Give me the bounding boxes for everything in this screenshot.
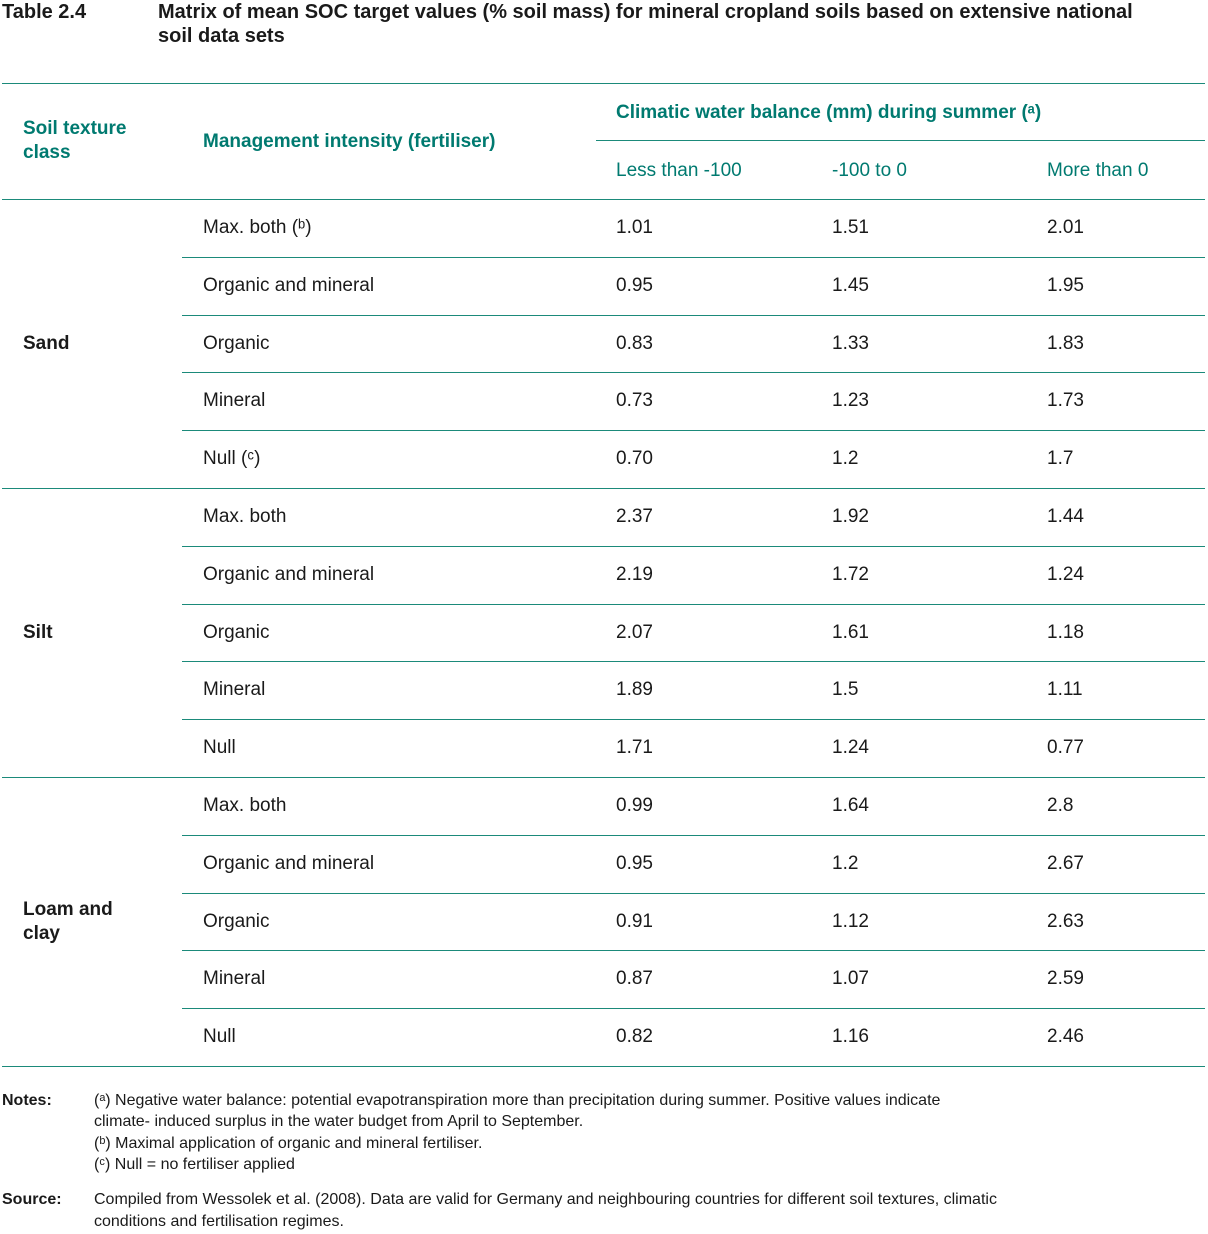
value-more-than: 2.63 [1047, 911, 1084, 932]
value-more-than: 2.59 [1047, 968, 1084, 989]
group-divider [2, 777, 1205, 778]
note-a-line1: (ᵃ) Negative water balance: potential ev… [94, 1092, 941, 1109]
row-label: Max. both (ᵇ) [203, 217, 312, 238]
note-b: (ᵇ) Maximal application of organic and m… [94, 1135, 483, 1152]
value-more-than: 0.77 [1047, 737, 1084, 758]
row-divider [182, 372, 1205, 373]
value-more-than: 1.73 [1047, 390, 1084, 411]
value-less-than: 0.91 [616, 911, 653, 932]
value-middle: 1.92 [832, 506, 869, 527]
value-less-than: 0.83 [616, 333, 653, 354]
table-number: Table 2.4 [2, 1, 87, 23]
value-less-than: 0.70 [616, 448, 653, 469]
table-title: Matrix of mean SOC target values (% soil… [158, 1, 1133, 47]
value-more-than: 1.95 [1047, 275, 1084, 296]
value-less-than: 1.01 [616, 217, 653, 238]
group-divider [2, 488, 1205, 489]
row-label: Max. both [203, 506, 287, 527]
row-label: Null [203, 1026, 236, 1047]
value-less-than: 0.95 [616, 853, 653, 874]
value-less-than: 0.82 [616, 1026, 653, 1047]
header-col-more-than: More than 0 [1047, 160, 1149, 181]
row-label: Null [203, 737, 236, 758]
value-less-than: 0.99 [616, 795, 653, 816]
value-middle: 1.72 [832, 564, 869, 585]
row-label: Organic [203, 911, 270, 932]
header-sub-rule [596, 140, 1205, 141]
value-less-than: 0.73 [616, 390, 653, 411]
value-more-than: 1.7 [1047, 448, 1074, 469]
row-divider [182, 719, 1205, 720]
row-divider [182, 661, 1205, 662]
value-middle: 1.5 [832, 679, 859, 700]
row-divider [182, 950, 1205, 951]
row-label: Organic and mineral [203, 564, 375, 585]
value-less-than: 1.89 [616, 679, 653, 700]
soil-texture-group: Loam and clay [23, 899, 113, 944]
row-divider [182, 257, 1205, 258]
row-divider [182, 546, 1205, 547]
row-label: Max. both [203, 795, 287, 816]
value-middle: 1.07 [832, 968, 869, 989]
row-label: Organic and mineral [203, 275, 375, 296]
value-less-than: 2.07 [616, 622, 653, 643]
header-col-middle: -100 to 0 [832, 160, 907, 181]
header-management: Management intensity (fertiliser) [203, 131, 496, 152]
value-more-than: 2.46 [1047, 1026, 1084, 1047]
value-more-than: 2.67 [1047, 853, 1084, 874]
header-col-less-than: Less than -100 [616, 160, 742, 181]
row-divider [182, 835, 1205, 836]
row-label: Mineral [203, 679, 266, 700]
source-label: Source: [2, 1191, 62, 1208]
value-middle: 1.61 [832, 622, 869, 643]
row-divider [182, 893, 1205, 894]
value-more-than: 2.01 [1047, 217, 1084, 238]
note-a-line2: climate- induced surplus in the water bu… [94, 1113, 584, 1130]
group-divider [2, 1066, 1205, 1067]
value-more-than: 1.11 [1047, 679, 1083, 700]
row-divider [182, 315, 1205, 316]
source-line2: conditions and fertilisation regimes. [94, 1213, 344, 1230]
value-middle: 1.2 [832, 448, 859, 469]
value-middle: 1.45 [832, 275, 869, 296]
top-rule [2, 83, 1205, 84]
value-more-than: 1.83 [1047, 333, 1084, 354]
header-climatic: Climatic water balance (mm) during summe… [616, 102, 1042, 123]
value-less-than: 2.19 [616, 564, 653, 585]
value-less-than: 2.37 [616, 506, 653, 527]
table-caption: Table 2.4 Matrix of mean SOC target valu… [2, 0, 1202, 50]
soil-texture-group: Sand [23, 333, 70, 354]
row-divider [182, 604, 1205, 605]
value-middle: 1.16 [832, 1026, 869, 1047]
row-divider [182, 430, 1205, 431]
value-more-than: 1.24 [1047, 564, 1084, 585]
row-divider [182, 1008, 1205, 1009]
note-c: (ᶜ) Null = no fertiliser applied [94, 1156, 295, 1173]
value-less-than: 1.71 [616, 737, 653, 758]
value-less-than: 0.87 [616, 968, 653, 989]
row-label: Mineral [203, 390, 266, 411]
value-more-than: 2.8 [1047, 795, 1074, 816]
row-label: Null (ᶜ) [203, 448, 261, 469]
value-middle: 1.33 [832, 333, 869, 354]
value-middle: 1.2 [832, 853, 859, 874]
value-more-than: 1.44 [1047, 506, 1084, 527]
value-less-than: 0.95 [616, 275, 653, 296]
value-middle: 1.64 [832, 795, 869, 816]
row-label: Organic and mineral [203, 853, 375, 874]
row-label: Organic [203, 622, 270, 643]
source-line1: Compiled from Wessolek et al. (2008). Da… [94, 1191, 997, 1208]
header-soil-texture: Soil texture class [23, 118, 127, 163]
row-label: Mineral [203, 968, 266, 989]
notes-label: Notes: [2, 1092, 52, 1109]
soil-texture-group: Silt [23, 622, 53, 643]
value-middle: 1.12 [832, 911, 869, 932]
value-middle: 1.51 [832, 217, 869, 238]
header-bottom-rule [2, 199, 1205, 200]
value-more-than: 1.18 [1047, 622, 1084, 643]
value-middle: 1.24 [832, 737, 869, 758]
row-label: Organic [203, 333, 270, 354]
value-middle: 1.23 [832, 390, 869, 411]
